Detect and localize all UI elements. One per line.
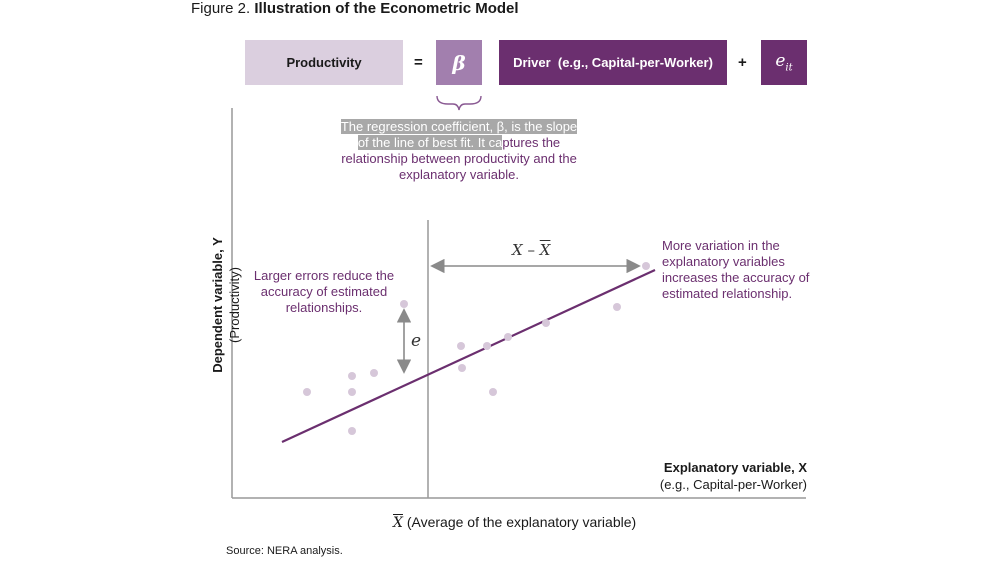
variation-annotation: More variation in the explanatory variab…: [662, 238, 810, 301]
data-point: [504, 333, 512, 341]
xbar-symbol: X: [393, 515, 403, 531]
beta-annotation: The regression coefficient, β, is the sl…: [320, 119, 598, 183]
equals-sign: =: [414, 54, 423, 71]
xbar-description: (Average of the explanatory variable): [406, 514, 637, 530]
data-point: [458, 364, 466, 372]
error-term: eit: [775, 51, 793, 74]
beta-note-rest-3: relationship between productivity and th…: [341, 151, 577, 182]
source-note: Source: NERA analysis.: [226, 545, 343, 557]
x-axis-label: Explanatory variable, X (e.g., Capital-p…: [660, 459, 807, 493]
data-point: [303, 388, 311, 396]
error-label: e: [411, 331, 422, 351]
beta-note-rest-2: ptures the: [502, 135, 561, 150]
driver-label: Driver (e.g., Capital-per-Worker): [513, 55, 713, 70]
y-axis-label: Dependent variable, Y (Productivity): [209, 237, 243, 373]
data-point: [613, 303, 621, 311]
beta-note-highlight-2: of the line of best fit. It ca: [357, 135, 503, 150]
data-point: [642, 262, 650, 270]
data-points: [303, 262, 650, 435]
error-term-box: eit: [761, 40, 807, 85]
plus-sign: +: [738, 54, 747, 71]
driver-box: Driver (e.g., Capital-per-Worker): [499, 40, 727, 85]
data-point: [542, 319, 550, 327]
data-point: [483, 342, 491, 350]
beta-symbol: β: [452, 50, 466, 75]
beta-brace: [436, 95, 482, 111]
figure-title: Figure 2. Illustration of the Econometri…: [191, 0, 519, 18]
figure-number: Figure 2.: [191, 0, 251, 17]
x-deviation-label: X – X: [512, 241, 551, 259]
data-point: [348, 388, 356, 396]
figure-title-text: Illustration of the Econometric Model: [254, 0, 519, 17]
data-point: [457, 342, 465, 350]
data-point: [348, 427, 356, 435]
data-point: [348, 372, 356, 380]
y-axis-title: Dependent variable, Y: [210, 237, 225, 373]
error-annotation: Larger errors reduce the accuracy of est…: [253, 268, 395, 315]
data-point: [400, 300, 408, 308]
regression-line: [281, 269, 656, 443]
data-point: [489, 388, 497, 396]
productivity-label: Productivity: [286, 55, 362, 70]
data-point: [370, 369, 378, 377]
y-axis-subtitle: (Productivity): [227, 267, 242, 343]
x-axis-subtitle: (e.g., Capital-per-Worker): [659, 477, 807, 492]
x-axis-title: Explanatory variable, X: [663, 460, 807, 475]
beta-note-highlight-1: The regression coefficient, β, is the sl…: [340, 119, 578, 134]
mean-x-label: X (Average of the explanatory variable): [393, 514, 636, 531]
productivity-box: Productivity: [245, 40, 403, 85]
beta-box: β: [436, 40, 482, 85]
